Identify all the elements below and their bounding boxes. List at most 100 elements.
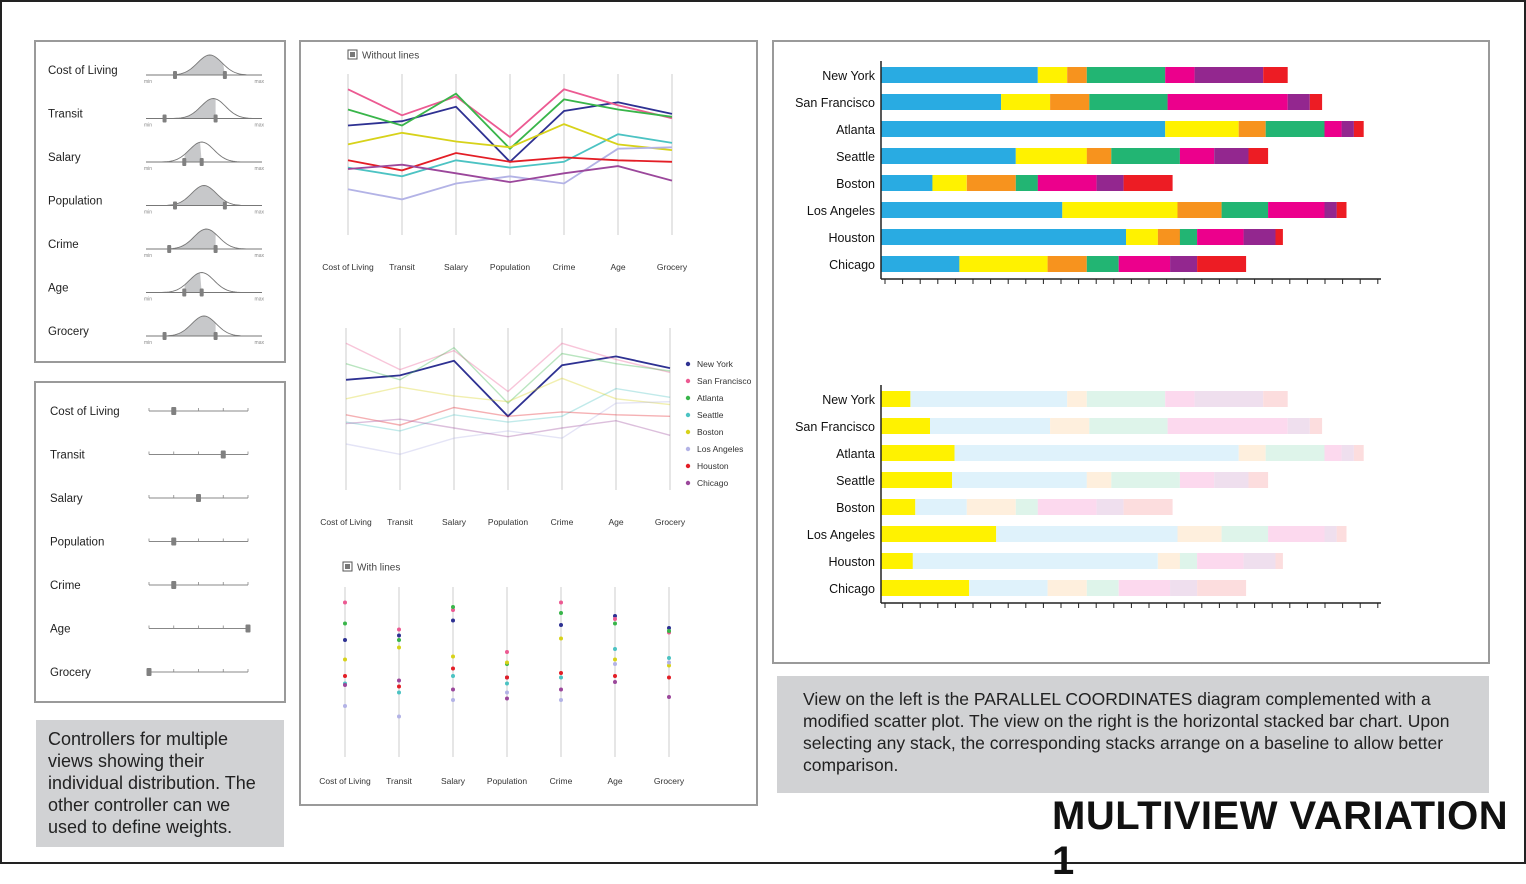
scatter-point[interactable] (397, 678, 401, 683)
bar-segment[interactable] (1238, 121, 1266, 137)
bar-segment[interactable] (910, 391, 1068, 407)
scatter-point[interactable] (559, 698, 563, 702)
series-line[interactable] (347, 163, 673, 184)
series-line[interactable] (345, 377, 671, 406)
scatter-point[interactable] (451, 618, 455, 623)
bar-segment[interactable] (881, 175, 933, 191)
bar-segment[interactable] (1221, 526, 1269, 542)
bar-segment[interactable] (1165, 121, 1239, 137)
bar-segment[interactable] (881, 256, 960, 272)
bar-segment[interactable] (1001, 94, 1051, 110)
scatter-point[interactable] (451, 698, 455, 702)
scatter-point[interactable] (343, 683, 347, 687)
bar-segment[interactable] (881, 418, 930, 434)
bar-segment[interactable] (1177, 202, 1222, 218)
weight-slider-handle[interactable] (171, 407, 177, 415)
scatter-point[interactable] (667, 695, 671, 699)
bar-segment[interactable] (959, 256, 1048, 272)
range-handle-high[interactable] (213, 114, 218, 123)
scatter-point[interactable] (613, 674, 617, 678)
bar-segment[interactable] (1050, 418, 1090, 434)
bar-segment[interactable] (1287, 418, 1310, 434)
bar-segment[interactable] (1123, 175, 1173, 191)
bar-segment[interactable] (1037, 499, 1097, 515)
scatter-point[interactable] (559, 611, 563, 615)
bar-segment[interactable] (1111, 472, 1180, 488)
bar-segment[interactable] (881, 526, 997, 542)
range-handle-high[interactable] (213, 332, 218, 340)
scatter-point[interactable] (667, 663, 671, 668)
bar-segment[interactable] (1287, 94, 1310, 110)
scatter-point[interactable] (343, 638, 347, 642)
bar-segment[interactable] (1275, 553, 1283, 569)
scatter-point[interactable] (613, 662, 617, 666)
distribution-control[interactable]: Salary min max (48, 141, 264, 172)
bar-segment[interactable] (1037, 67, 1068, 83)
bar-segment[interactable] (1194, 391, 1264, 407)
bar-segment[interactable] (1157, 553, 1180, 569)
series-line[interactable] (347, 152, 673, 172)
scatter-point[interactable] (559, 600, 563, 605)
weight-control[interactable]: Grocery (50, 667, 249, 679)
bar-segment[interactable] (1353, 121, 1364, 137)
scatter-point[interactable] (559, 687, 563, 692)
scatter-point[interactable] (505, 696, 509, 701)
bar-segment[interactable] (954, 445, 1239, 461)
bar-segment[interactable] (881, 445, 955, 461)
bar-segment[interactable] (881, 121, 1166, 137)
bar-segment[interactable] (966, 499, 1016, 515)
distribution-control[interactable]: Crime min max (48, 228, 264, 259)
bar-segment[interactable] (881, 472, 953, 488)
bar-segment[interactable] (1170, 580, 1198, 596)
bar-segment[interactable] (1324, 445, 1342, 461)
series-line[interactable] (345, 418, 671, 438)
bar-segment[interactable] (881, 94, 1002, 110)
bar-segment[interactable] (1248, 472, 1269, 488)
bar-segment[interactable] (881, 580, 970, 596)
bar-segment[interactable] (969, 580, 1048, 596)
bar-segment[interactable] (1096, 499, 1124, 515)
scatter-point[interactable] (667, 675, 671, 680)
weight-control[interactable]: Transit (50, 450, 249, 462)
scatter-point[interactable] (451, 605, 455, 609)
series-line[interactable] (345, 355, 671, 418)
range-handle-low[interactable] (173, 71, 177, 79)
bar-segment[interactable] (1167, 94, 1288, 110)
bar-segment[interactable] (1086, 391, 1166, 407)
bar-segment[interactable] (1268, 202, 1325, 218)
bar-segment[interactable] (1089, 94, 1168, 110)
range-handle-low[interactable] (173, 201, 177, 210)
scatter-point[interactable] (343, 621, 347, 626)
bar-segment[interactable] (1050, 94, 1090, 110)
bar-segment[interactable] (1086, 580, 1119, 596)
scatter-point[interactable] (451, 674, 455, 678)
bar-segment[interactable] (1111, 148, 1180, 164)
range-handle-low[interactable] (162, 332, 167, 340)
weight-control[interactable]: Age (50, 624, 251, 636)
scatter-point[interactable] (343, 600, 347, 605)
bar-segment[interactable] (966, 175, 1016, 191)
range-handle-low[interactable] (182, 288, 187, 297)
scatter-point[interactable] (343, 674, 347, 678)
bar-segment[interactable] (915, 499, 967, 515)
bar-segment[interactable] (1086, 67, 1166, 83)
bar-segment[interactable] (1197, 256, 1247, 272)
bar-segment[interactable] (1086, 256, 1119, 272)
bar-segment[interactable] (881, 391, 911, 407)
scatter-point[interactable] (667, 656, 671, 660)
range-handle-low[interactable] (167, 245, 172, 253)
bar-segment[interactable] (881, 229, 1126, 245)
scatter-point[interactable] (343, 657, 347, 662)
bar-segment[interactable] (1265, 121, 1325, 137)
scatter-point[interactable] (667, 660, 671, 665)
bar-segment[interactable] (1062, 202, 1178, 218)
bar-segment[interactable] (1263, 391, 1288, 407)
scatter-point[interactable] (451, 687, 455, 692)
series-line[interactable] (347, 88, 673, 139)
bar-segment[interactable] (996, 526, 1178, 542)
scatter-point[interactable] (505, 650, 509, 654)
bar-segment[interactable] (1089, 418, 1168, 434)
bar-segment[interactable] (1197, 229, 1244, 245)
bar-segment[interactable] (1324, 202, 1337, 218)
bar-segment[interactable] (1126, 229, 1158, 245)
